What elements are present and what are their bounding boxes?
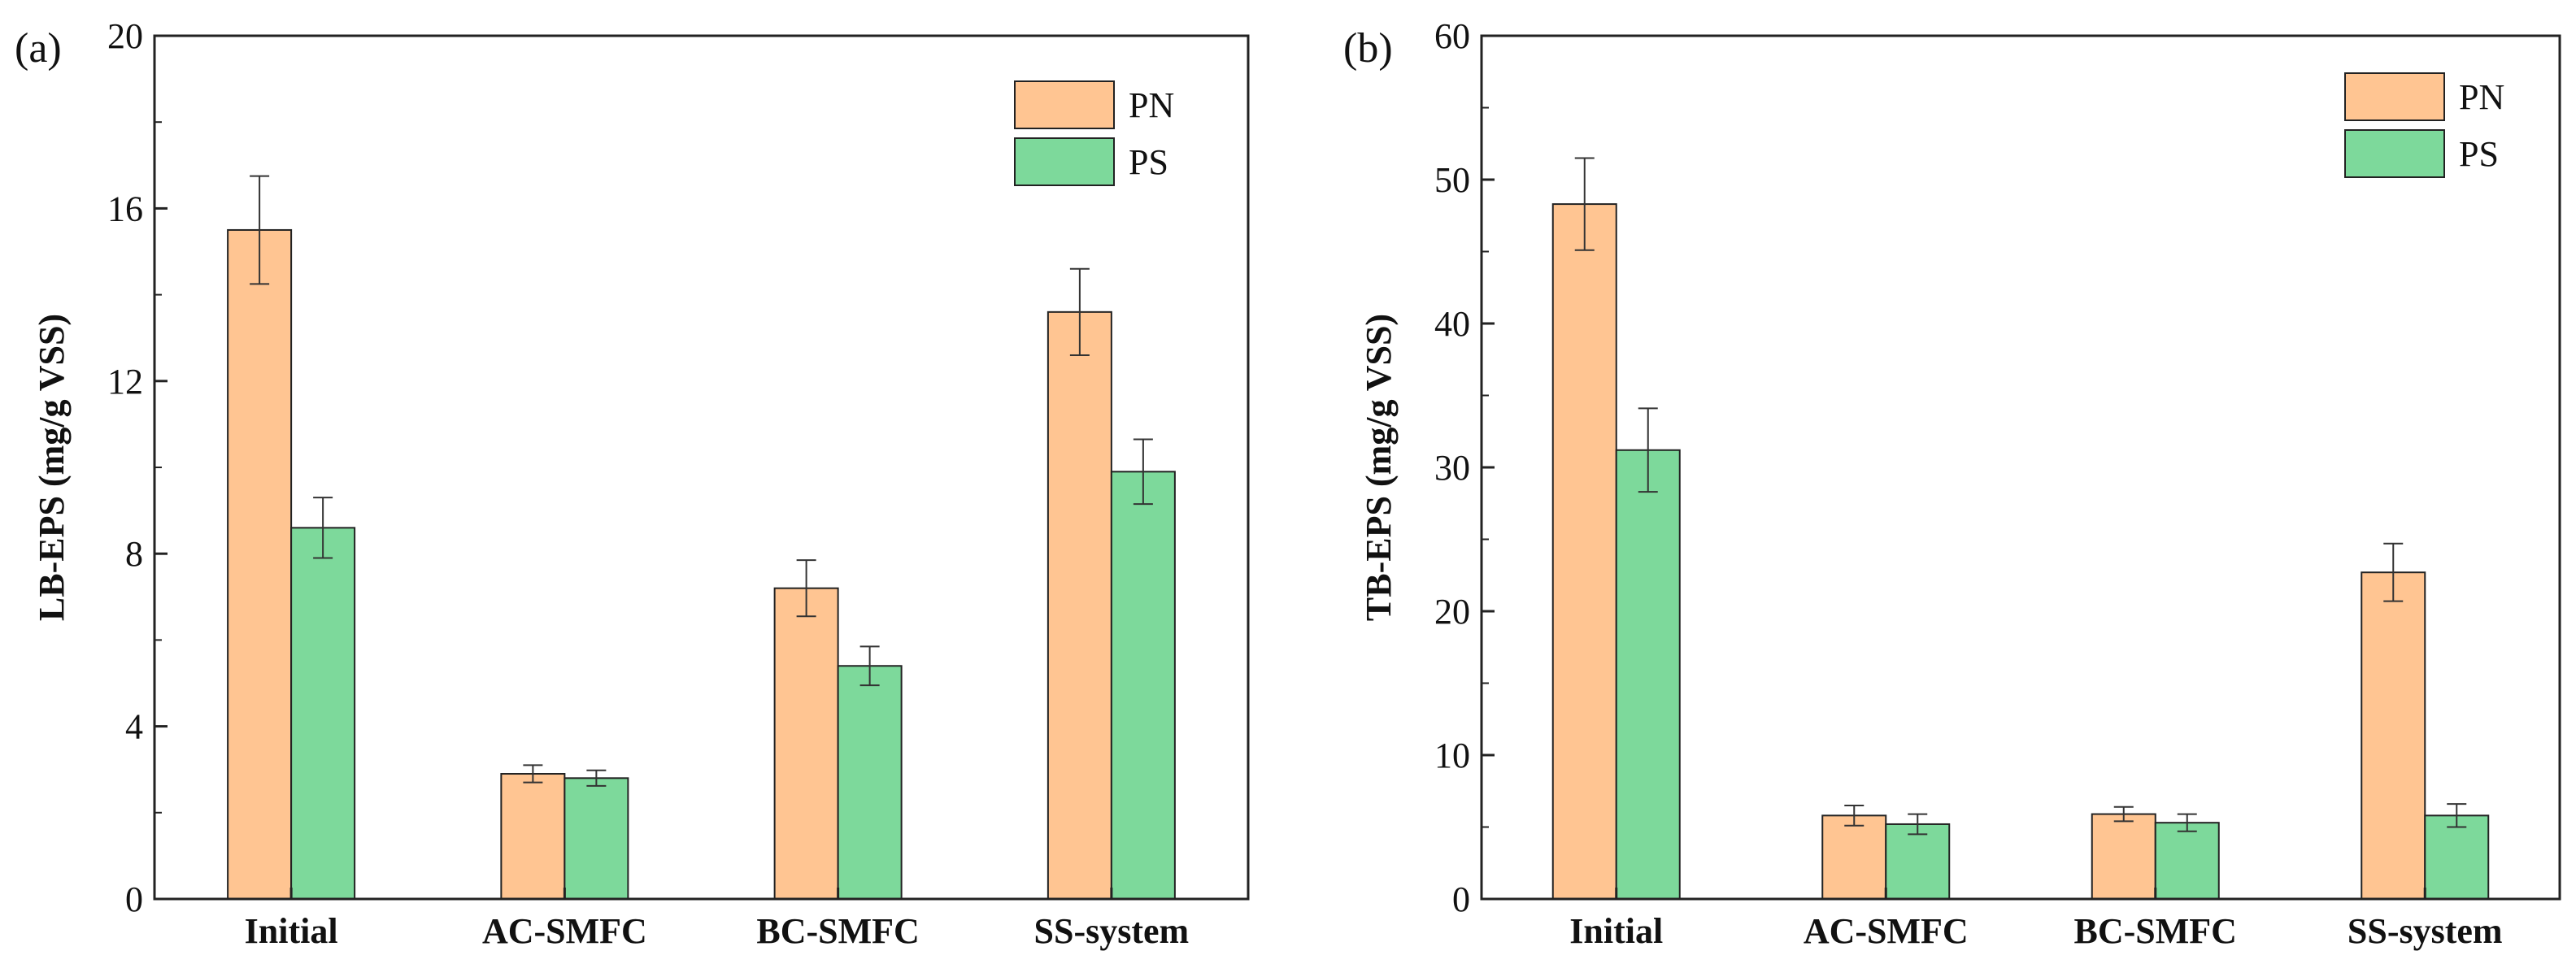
- legend-label-pn: PN: [1129, 85, 1174, 125]
- x-tick-label-ac-smfc: AC-SMFC: [1804, 911, 1969, 951]
- bar-ps-ss-system: [2424, 814, 2490, 901]
- bar-ps-ac-smfc: [564, 777, 629, 900]
- legend-swatch-ps: [1014, 137, 1115, 186]
- chart-panel-b: 0 10 20 30 40 50 60 Initial AC-SMFC BC-SMFC SS-sys…: [1343, 16, 2561, 951]
- error-bar-pn-initial: [1574, 157, 1595, 251]
- x-tick-label-initial: Initial: [1569, 911, 1663, 951]
- bar-pn-ac-smfc: [500, 773, 566, 901]
- bar-ps-ac-smfc: [1885, 823, 1951, 901]
- error-bar-ps-ac-smfc: [586, 769, 607, 787]
- y-tick-label: 4: [125, 707, 143, 747]
- error-bar-pn-bc-smfc: [796, 559, 816, 618]
- y-tick-label: 0: [125, 879, 143, 919]
- x-tick-label-ss-system: SS-system: [2348, 911, 2503, 951]
- error-bar-ps-initial: [313, 497, 333, 559]
- bar-pn-initial: [1551, 203, 1617, 900]
- x-tick-label-initial: Initial: [245, 911, 338, 951]
- panel-label: (b): [1343, 25, 1393, 72]
- legend-swatch-pn: [1014, 80, 1115, 129]
- y-tick-label: 0: [1452, 879, 1470, 919]
- legend: PN PS: [2344, 72, 2504, 178]
- x-tick-label-bc-smfc: BC-SMFC: [2074, 911, 2237, 951]
- error-bar-ps-ss-system: [2447, 803, 2467, 828]
- bar-ps-ss-system: [1110, 471, 1176, 900]
- legend: PN PS: [1014, 80, 1174, 186]
- bar-pn-ss-system: [1046, 310, 1112, 900]
- error-bar-ps-bc-smfc: [2177, 813, 2197, 832]
- y-axis-title: TB-EPS (mg/g VSS): [1359, 314, 1399, 621]
- bar-ps-initial: [290, 527, 356, 901]
- bar-pn-ss-system: [2361, 571, 2426, 901]
- bar-pn-bc-smfc: [773, 587, 839, 900]
- error-bar-ps-bc-smfc: [859, 645, 880, 687]
- legend-label-ps: PS: [1129, 142, 1168, 182]
- y-tick-label: 12: [107, 362, 143, 402]
- error-bar-pn-ac-smfc: [1844, 804, 1865, 827]
- bar-pn-bc-smfc: [2091, 813, 2156, 901]
- legend-label-pn: PN: [2459, 77, 2504, 117]
- bar-ps-bc-smfc: [837, 665, 903, 900]
- legend-label-ps: PS: [2459, 134, 2499, 174]
- x-tick-label-bc-smfc: BC-SMFC: [756, 911, 919, 951]
- bar-ps-initial: [1615, 449, 1681, 900]
- chart-panel-a: 0 4 8 12 16 20 Initial AC-SMFC BC-SMFC SS-system L…: [15, 16, 1250, 951]
- legend-swatch-ps: [2344, 129, 2445, 178]
- y-tick-label: 8: [125, 534, 143, 574]
- y-tick-label: 40: [1434, 304, 1470, 344]
- y-tick-label: 10: [1434, 736, 1470, 775]
- y-tick-label: 20: [1434, 592, 1470, 632]
- error-bar-ps-ac-smfc: [1908, 813, 1928, 836]
- bar-pn-initial: [227, 228, 293, 900]
- y-tick-label: 16: [107, 189, 143, 228]
- bar-pn-ac-smfc: [1821, 814, 1887, 901]
- error-bar-pn-initial: [250, 175, 270, 285]
- y-tick-label: 20: [107, 16, 143, 56]
- error-bar-ps-ss-system: [1133, 438, 1153, 506]
- error-bar-pn-bc-smfc: [2113, 805, 2134, 823]
- error-bar-pn-ac-smfc: [523, 764, 543, 784]
- error-bar-pn-ss-system: [2383, 542, 2404, 602]
- y-tick-label: 50: [1434, 160, 1470, 200]
- y-tick-label: 30: [1434, 448, 1470, 488]
- x-tick-label-ss-system: SS-system: [1034, 911, 1190, 951]
- bar-ps-bc-smfc: [2154, 822, 2220, 900]
- y-tick-label: 60: [1434, 16, 1470, 56]
- x-tick-label-ac-smfc: AC-SMFC: [482, 911, 647, 951]
- error-bar-ps-initial: [1638, 407, 1658, 493]
- legend-swatch-pn: [2344, 72, 2445, 121]
- y-axis-title: LB-EPS (mg/g VSS): [32, 314, 72, 621]
- error-bar-pn-ss-system: [1069, 267, 1090, 356]
- panel-label: (a): [15, 25, 62, 72]
